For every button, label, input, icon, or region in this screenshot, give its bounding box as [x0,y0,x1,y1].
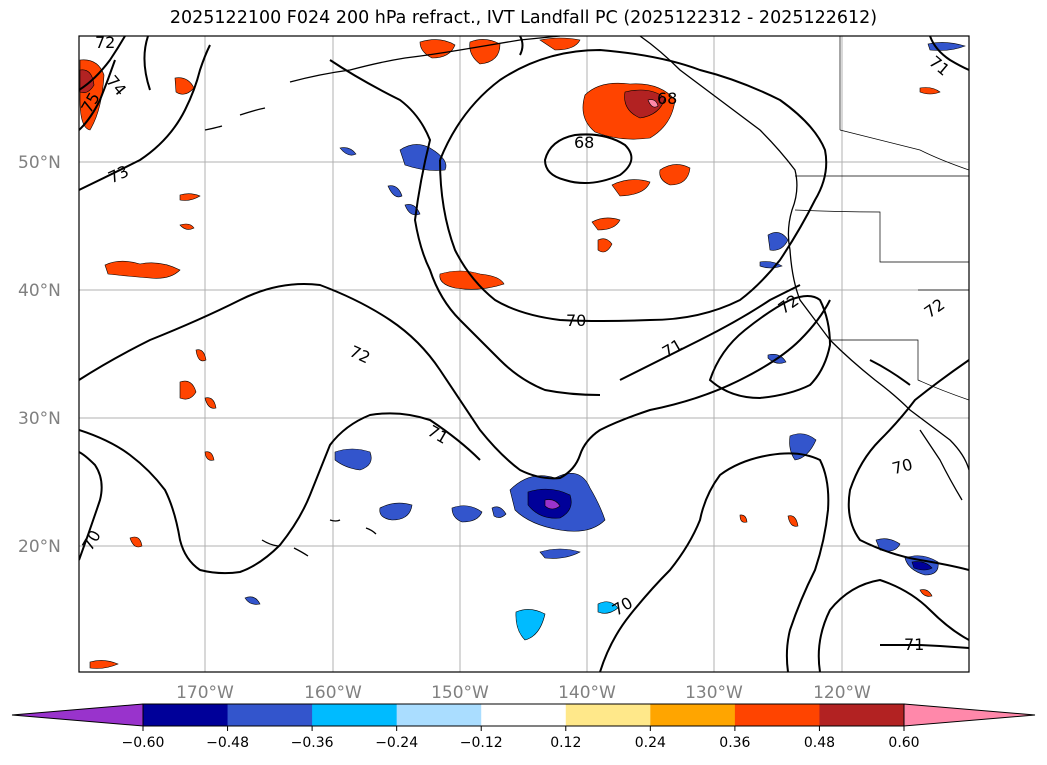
colorbar-ticks: −0.60 −0.48 −0.36 −0.24 −0.12 0.12 0.24 0.36 0.4… [122,726,920,751]
contour-label: 71 [904,635,924,654]
lon-label: 120°W [813,683,871,703]
plot-area [79,36,969,672]
colorbar-segments [11,703,1036,727]
lon-label: 130°W [685,683,743,703]
colorbar-segment [396,704,482,726]
longitude-labels: 170°W 160°W 150°W 140°W 130°W 120°W [176,683,871,703]
contour-label: 70 [890,455,915,479]
colorbar-segment [819,704,905,726]
colorbar-segment [143,704,229,726]
colorbar-tick-label: 0.36 [719,735,750,751]
colorbar-tick-label: 0.60 [888,735,919,751]
contour-label: 68 [657,89,677,108]
colorbar-tick-label: −0.24 [375,735,418,751]
lon-label: 150°W [431,683,489,703]
colorbar-extend-high [903,703,1036,727]
lat-label: 50°N [18,153,61,173]
lon-label: 160°W [304,683,362,703]
map-title: 2025122100 F024 200 hPa refract., IVT La… [169,8,878,28]
contour-label: 70 [566,311,586,330]
colorbar-tick-label: −0.48 [206,735,249,751]
colorbar-segment [734,704,820,726]
colorbar-frame [142,703,905,727]
colorbar-segment [481,704,567,726]
latitude-labels: 50°N 40°N 30°N 20°N [18,153,61,557]
colorbar-segment [650,704,736,726]
contour-label: 68 [574,133,594,152]
contour-lines [79,36,969,672]
plot-frame [78,35,970,673]
colorbar-tick-label: −0.12 [460,735,503,751]
colorbar-tick-label: 0.48 [804,735,835,751]
lat-label: 40°N [18,281,61,301]
colorbar-tick-label: 0.12 [550,735,581,751]
lon-label: 170°W [176,683,234,703]
colorbar-extend-low [11,703,144,727]
lat-label: 30°N [18,409,61,429]
colorbar-tick-label: −0.60 [122,735,165,751]
lat-label: 20°N [18,537,61,557]
colorbar-segment [312,704,398,726]
gridlines [79,36,969,672]
colorbar-segment [565,704,651,726]
contour-label: 72 [95,33,115,52]
colorbar: −0.60 −0.48 −0.36 −0.24 −0.12 0.12 0.24 0.36 0.4… [11,703,1036,751]
lon-label: 140°W [558,683,616,703]
colorbar-tick-label: 0.24 [635,735,666,751]
colorbar-tick-label: −0.36 [291,735,334,751]
colorbar-segment [227,704,313,726]
